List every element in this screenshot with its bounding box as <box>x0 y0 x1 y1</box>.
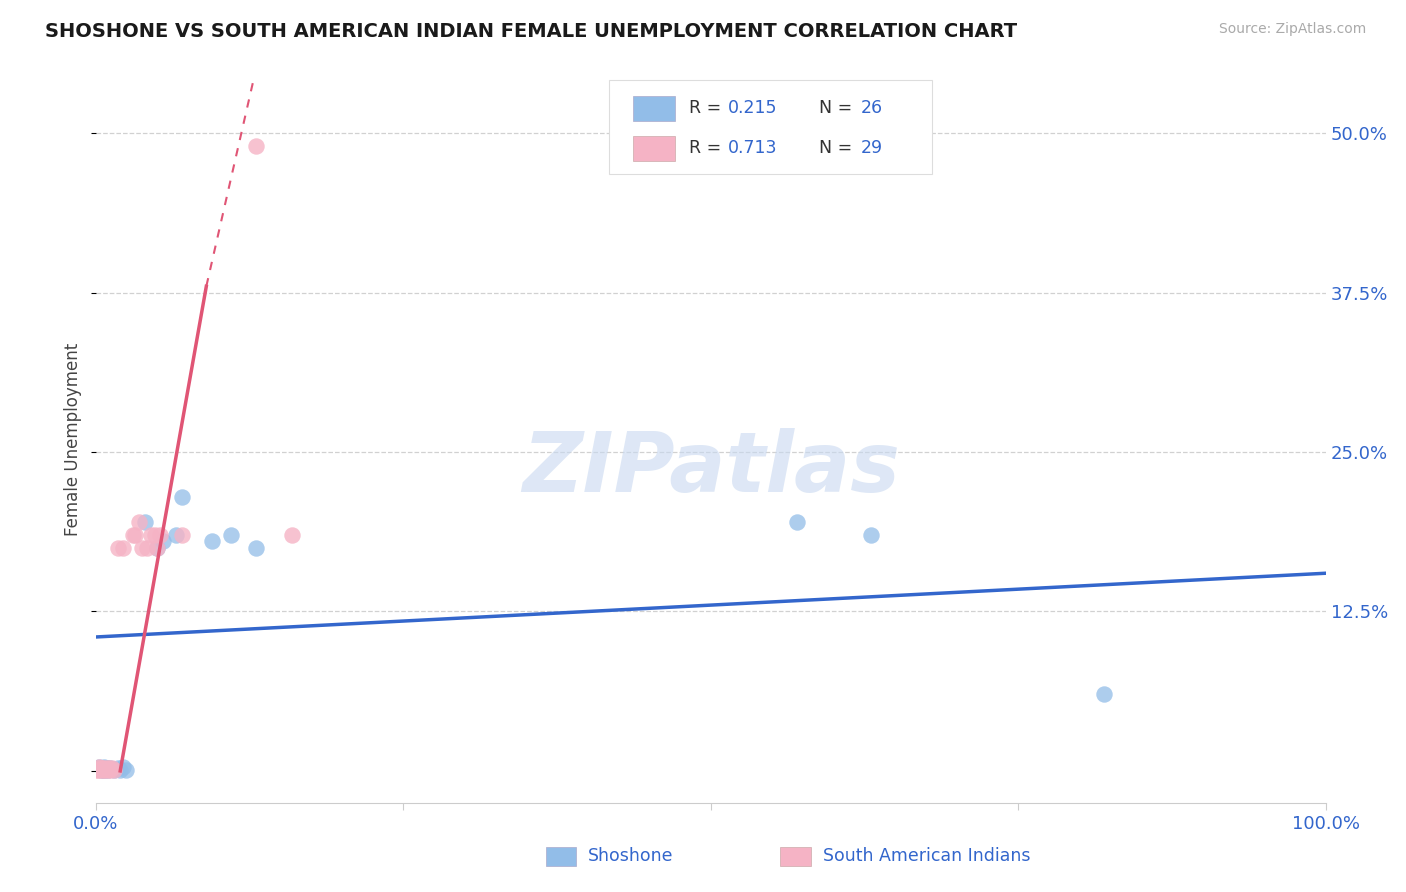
Text: Shoshone: Shoshone <box>588 847 673 865</box>
Point <box>131 541 153 555</box>
Point <box>146 541 169 555</box>
Text: SHOSHONE VS SOUTH AMERICAN INDIAN FEMALE UNEMPLOYMENT CORRELATION CHART: SHOSHONE VS SOUTH AMERICAN INDIAN FEMALE… <box>45 22 1017 41</box>
Point <box>90 763 112 777</box>
Point <box>90 763 112 777</box>
Point <box>134 515 156 529</box>
Point <box>90 761 112 775</box>
Point <box>124 528 146 542</box>
Point <box>93 761 115 775</box>
Point <box>103 763 125 777</box>
Point <box>103 763 125 777</box>
Text: South American Indians: South American Indians <box>823 847 1031 865</box>
Point <box>91 763 114 777</box>
Text: 0.215: 0.215 <box>728 100 778 118</box>
Text: ZIPatlas: ZIPatlas <box>522 428 900 509</box>
Point <box>170 490 193 504</box>
Point <box>859 528 882 542</box>
Point <box>143 528 166 542</box>
Point <box>115 763 138 777</box>
Point <box>98 761 121 775</box>
Point <box>89 761 111 775</box>
Point <box>91 763 114 777</box>
Point <box>170 528 193 542</box>
Point <box>786 515 808 529</box>
Point <box>100 761 122 775</box>
Point <box>90 761 112 775</box>
Text: N =: N = <box>808 139 858 157</box>
Point <box>96 761 118 775</box>
Point <box>87 761 110 775</box>
Point <box>110 763 132 777</box>
Point <box>165 528 187 542</box>
Point <box>201 534 224 549</box>
Text: 29: 29 <box>860 139 883 157</box>
Point <box>219 528 242 542</box>
Point <box>245 139 267 153</box>
Point <box>245 541 267 555</box>
Point <box>152 534 174 549</box>
Point <box>111 760 134 774</box>
Point <box>97 763 120 777</box>
Point <box>98 763 122 777</box>
Point <box>97 763 120 777</box>
Text: R =: R = <box>689 139 727 157</box>
Point <box>107 761 129 775</box>
Point <box>149 528 172 542</box>
Text: N =: N = <box>808 100 858 118</box>
Point <box>281 528 304 542</box>
Point <box>111 541 134 555</box>
Point <box>94 763 117 777</box>
Point <box>146 541 169 555</box>
Point <box>89 760 111 774</box>
Text: 26: 26 <box>860 100 883 118</box>
Point <box>107 541 129 555</box>
Point <box>93 760 115 774</box>
Text: R =: R = <box>689 100 727 118</box>
Point <box>98 761 122 775</box>
Point <box>87 763 110 777</box>
Point <box>89 760 111 774</box>
Point <box>1094 687 1116 701</box>
Text: Source: ZipAtlas.com: Source: ZipAtlas.com <box>1219 22 1367 37</box>
Point <box>139 528 162 542</box>
Point <box>121 528 143 542</box>
Point <box>136 541 159 555</box>
Point <box>96 761 118 775</box>
Y-axis label: Female Unemployment: Female Unemployment <box>65 343 83 536</box>
Text: 0.713: 0.713 <box>728 139 778 157</box>
Point <box>86 763 108 777</box>
Point <box>94 763 117 777</box>
Point <box>128 515 150 529</box>
